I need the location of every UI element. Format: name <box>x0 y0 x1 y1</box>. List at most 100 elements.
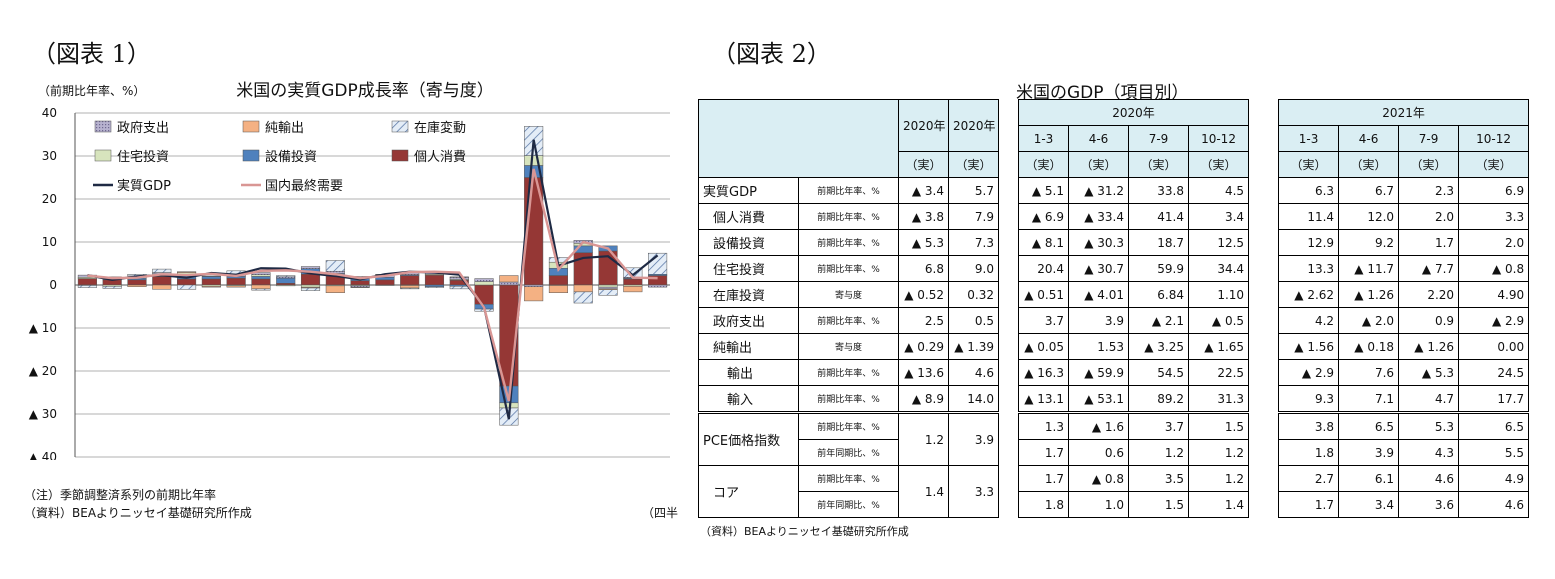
table-cell: 5.5 <box>1458 439 1529 466</box>
table-cell: 54.5 <box>1128 359 1189 386</box>
table-cell: ▲ 30.7 <box>1068 255 1129 282</box>
legend-swatch <box>94 120 112 133</box>
table-cell: PCE価格指数 <box>698 413 799 466</box>
table-cell <box>999 100 1019 126</box>
table-cell: 9.2 <box>1338 229 1400 256</box>
table-cell: ▲ 13.1 <box>1018 385 1069 412</box>
table-cell: 10-12 <box>1187 125 1250 152</box>
table-cell <box>1249 256 1279 282</box>
legend-swatch <box>391 120 409 133</box>
bar-segment <box>474 284 494 305</box>
bar-segment <box>524 284 544 287</box>
bar-segment <box>127 284 147 287</box>
bar-segment <box>325 285 345 293</box>
table-cell: ▲ 4.01 <box>1068 281 1129 308</box>
legend-label: 政府支出 <box>117 121 169 136</box>
bar-segment <box>251 288 271 291</box>
bar-segment <box>573 291 593 304</box>
table-cell <box>999 360 1019 386</box>
table-cell: ▲ 6.9 <box>1018 203 1069 230</box>
table-cell: 輸出 <box>698 359 799 386</box>
table-cell: 4.3 <box>1398 439 1459 466</box>
table-cell <box>1249 282 1279 308</box>
table-cell: 1.2 <box>1188 439 1249 466</box>
table-cell: 6.5 <box>1338 413 1399 440</box>
table-cell: 4.2 <box>1278 307 1340 334</box>
bar-segment <box>251 274 271 277</box>
table-cell: 前期比年率、% <box>798 307 899 334</box>
table-cell: ▲ 0.05 <box>1018 333 1069 360</box>
y-tick-label: 0 <box>49 278 57 292</box>
table-cell <box>698 99 899 178</box>
bar-segment <box>449 277 469 280</box>
table-row: 設備投資 前期比年率、% ▲ 5.3 7.3 ▲ 8.1 ▲ 30.3 18.7 12.5 12… <box>698 229 1530 256</box>
table-cell: 20.4 <box>1018 255 1069 282</box>
table-cell: 1.4 <box>898 465 949 518</box>
table-cell: ▲ 1.26 <box>1398 333 1460 360</box>
legend-label: 実質GDP <box>117 178 171 194</box>
table-cell: 住宅投資 <box>698 255 799 282</box>
table-cell: 0.00 <box>1458 333 1530 360</box>
bar-segment <box>251 276 271 280</box>
table-cell: ▲ 5.1 <box>1018 177 1069 204</box>
table-cell: ▲ 5.3 <box>1398 359 1460 386</box>
table-cell: 3.3 <box>1458 203 1530 230</box>
table-cell: 前期比年率、% <box>798 255 899 282</box>
table-cell: 前期比年率、% <box>798 465 899 492</box>
bar-segment <box>400 287 420 290</box>
bar-segment <box>300 284 321 288</box>
gdp-contribution-chart: 米国の実質GDP成長率（寄与度） （前期比年率、%） 40 30 20 10 0 ▲ 10 ▲ … <box>29 81 670 460</box>
bar-segment <box>300 266 321 269</box>
table-cell: （実） <box>898 151 949 178</box>
table-cell: （実） <box>1278 151 1340 178</box>
table-cell: 9.3 <box>1278 385 1340 412</box>
table-cell: 前期比年率、% <box>798 203 899 230</box>
table-cell <box>999 492 1019 518</box>
table-cell: 4.6 <box>948 359 999 386</box>
table-cell: ▲ 2.0 <box>1338 307 1400 334</box>
table-cell: 1.7 <box>1018 465 1069 492</box>
table-cell: ▲ 16.3 <box>1018 359 1069 386</box>
table-cell: コア <box>698 465 799 518</box>
table-cell: 0.32 <box>948 281 999 308</box>
table-cell <box>999 178 1019 204</box>
bar-segment <box>598 284 618 288</box>
bar-segment <box>325 260 345 272</box>
bar-segment <box>177 271 197 273</box>
y-tick-label: 10 <box>42 235 57 249</box>
table-cell: ▲ 1.56 <box>1278 333 1340 360</box>
table-cell: 6.7 <box>1338 177 1400 204</box>
table-cell: 3.9 <box>1068 307 1129 334</box>
bar-segment <box>524 155 544 166</box>
table-cell: ▲ 0.8 <box>1068 465 1129 492</box>
table-cell: 4.6 <box>1458 491 1529 518</box>
table-cell: 0.5 <box>948 307 999 334</box>
table-cell: 4.6 <box>1398 465 1459 492</box>
y-tick-label: ▲ 10 <box>29 321 57 335</box>
table-cell: 7-9 <box>1128 125 1189 152</box>
table-cell: ▲ 8.9 <box>898 385 949 412</box>
table-cell: （実） <box>1018 151 1069 178</box>
table-cell <box>1249 386 1279 412</box>
table-cell: 9.0 <box>948 255 999 282</box>
table-cell: ▲ 0.52 <box>898 281 949 308</box>
bar-segment <box>201 276 221 280</box>
bar-segment <box>499 275 519 283</box>
legend-label: 国内最終需要 <box>265 178 343 194</box>
table-cell: （実） <box>1128 151 1189 178</box>
table-cell: 前年同期比、% <box>798 439 899 466</box>
table-cell: 34.4 <box>1187 255 1250 282</box>
table-row: 2020年 2020年 2020年 2021年 <box>698 99 1530 178</box>
table-cell: 12.9 <box>1278 229 1340 256</box>
table-cell <box>999 414 1019 440</box>
bar-segment <box>201 278 221 286</box>
table-cell: 0.6 <box>1068 439 1129 466</box>
bar-segment <box>226 277 246 286</box>
table-cell: ▲ 1.65 <box>1187 333 1250 360</box>
table-cell: （実） <box>1068 151 1129 178</box>
table-cell: 17.7 <box>1458 385 1530 412</box>
table-cell: ▲ 30.3 <box>1068 229 1129 256</box>
table-cell: 輸入 <box>698 385 799 412</box>
legend-label: 住宅投資 <box>117 149 169 165</box>
table-cell: 3.8 <box>1278 413 1339 440</box>
